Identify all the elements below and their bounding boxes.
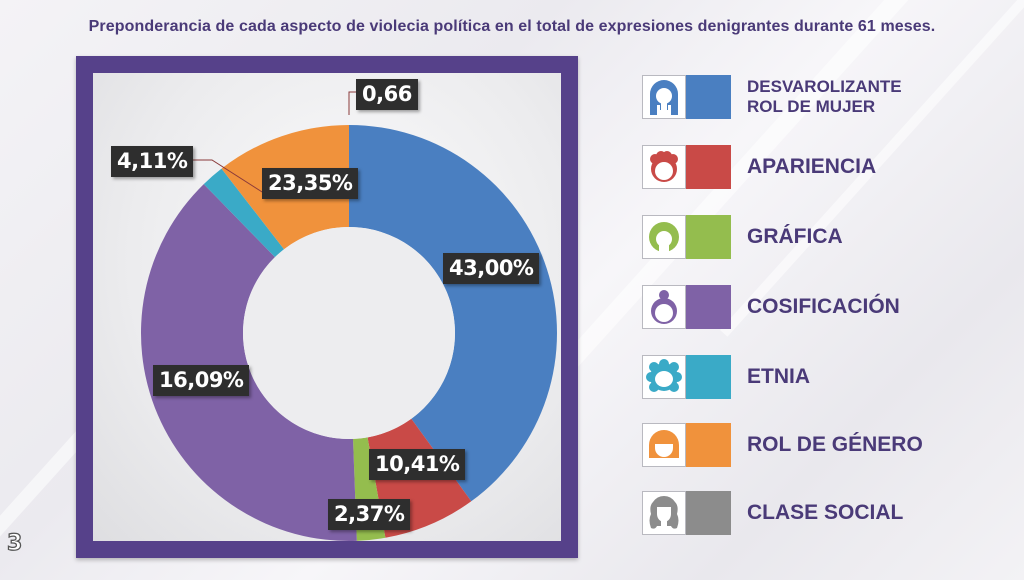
woman-bun-hair-icon [642, 285, 686, 329]
legend-label: ETNIA [747, 365, 810, 388]
data-label-grafica: 2,37% [328, 499, 411, 530]
woman-wavy-hair-icon [642, 491, 686, 535]
legend-swatch [686, 215, 731, 259]
data-label-clase-social: 0,66 [356, 79, 418, 110]
legend-swatch [686, 75, 731, 119]
legend-item-clase-social: CLASE SOCIAL [642, 491, 903, 535]
legend-label: APARIENCIA [747, 155, 877, 178]
legend-swatch [686, 145, 731, 189]
data-label-apariencia: 10,41% [369, 449, 466, 480]
legend-label: COSIFICACIÓN [747, 295, 900, 318]
legend-swatch [686, 285, 731, 329]
leader-line-clase-social [348, 91, 356, 115]
legend-item-grafica: GRÁFICA [642, 215, 843, 259]
data-label-desvarolizante: 43,00% [443, 253, 540, 284]
legend-label: GRÁFICA [747, 225, 843, 248]
legend-item-apariencia: APARIENCIA [642, 145, 876, 189]
donut-hole [243, 227, 455, 439]
data-label-rol-de-genero: 23,35% [262, 168, 359, 199]
legend-label: DESVAROLIZANTE ROL DE MUJER [747, 77, 902, 117]
legend-item-etnia: ETNIA [642, 355, 810, 399]
woman-bob-hair-icon [642, 423, 686, 467]
woman-curly-hair-icon [642, 145, 686, 189]
legend-item-desvarolizante: DESVAROLIZANTE ROL DE MUJER [642, 75, 902, 119]
legend-label-line: ROL DE MUJER [747, 97, 876, 116]
page-number: 3 [6, 530, 23, 556]
woman-long-hair-icon [642, 75, 686, 119]
legend-swatch [686, 491, 731, 535]
legend-item-cosificacion: COSIFICACIÓN [642, 285, 900, 329]
legend-swatch [686, 355, 731, 399]
data-label-cosificacion: 16,09% [153, 365, 250, 396]
legend-swatch [686, 423, 731, 467]
legend-label-line: DESVAROLIZANTE [747, 77, 902, 96]
data-label-etnia: 4,11% [111, 146, 194, 177]
donut-slice-desvarolizante-rol-de-mujer [349, 125, 558, 502]
donut-slice-cosificaci-n [140, 184, 357, 542]
chart-title: Preponderancia de cada aspecto de violec… [88, 18, 936, 35]
legend-item-rol-de-genero: ROL DE GÉNERO [642, 423, 923, 467]
legend-label: CLASE SOCIAL [747, 501, 904, 524]
donut-slice-etnia [203, 168, 285, 258]
leader-line-etnia [193, 159, 271, 198]
legend-label: ROL DE GÉNERO [747, 433, 923, 456]
woman-short-hair-icon [642, 215, 686, 259]
woman-afro-hair-icon [642, 355, 686, 399]
